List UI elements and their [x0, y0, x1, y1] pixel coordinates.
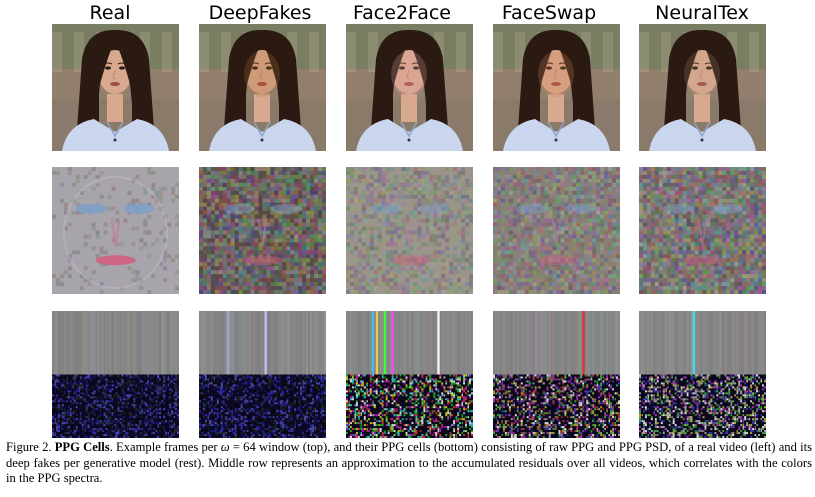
ppg-cell-deepfakes — [199, 311, 326, 438]
ppg-cell-face2face — [346, 311, 473, 438]
frame-neuraltex — [639, 24, 766, 151]
ppg-cell-image — [52, 311, 179, 438]
residual-neuraltex — [639, 167, 766, 294]
ppg-cell-image — [639, 311, 766, 438]
caption-omega: ω — [220, 440, 230, 454]
residual-image — [52, 167, 179, 294]
residual-real — [52, 167, 179, 294]
frame-image — [639, 24, 766, 151]
column-title-real: Real — [89, 2, 131, 24]
residual-image — [346, 167, 473, 294]
frame-deepfakes — [199, 24, 326, 151]
frame-real — [52, 24, 179, 151]
caption-text-part2: = 64 window (top), and their PPG cells (… — [6, 440, 812, 485]
caption-figure-label: Figure 2. — [6, 440, 52, 454]
residual-face2face — [346, 167, 473, 294]
frame-image — [199, 24, 326, 151]
caption-text-part1: . Example frames per — [109, 440, 221, 454]
column-title-faceswap: FaceSwap — [501, 2, 597, 24]
column-title-neuraltex: NeuralTex — [655, 2, 749, 24]
frame-image — [346, 24, 473, 151]
ppg-cell-real — [52, 311, 179, 438]
caption-bold-title: PPG Cells — [54, 440, 110, 454]
column-title-face2face: Face2Face — [352, 2, 451, 24]
frame-image — [52, 24, 179, 151]
residual-image — [199, 167, 326, 294]
ppg-cell-image — [199, 311, 326, 438]
residual-faceswap — [493, 167, 620, 294]
residual-image — [493, 167, 620, 294]
ppg-cell-neuraltex — [639, 311, 766, 438]
frame-faceswap — [493, 24, 620, 151]
residual-image — [639, 167, 766, 294]
ppg-cell-image — [346, 311, 473, 438]
frame-face2face — [346, 24, 473, 151]
residual-deepfakes — [199, 167, 326, 294]
figure-caption: Figure 2. PPG Cells. Example frames per … — [6, 440, 812, 487]
column-title-deepfakes: DeepFakes — [208, 2, 312, 24]
ppg-cell-faceswap — [493, 311, 620, 438]
ppg-cell-image — [493, 311, 620, 438]
frame-image — [493, 24, 620, 151]
